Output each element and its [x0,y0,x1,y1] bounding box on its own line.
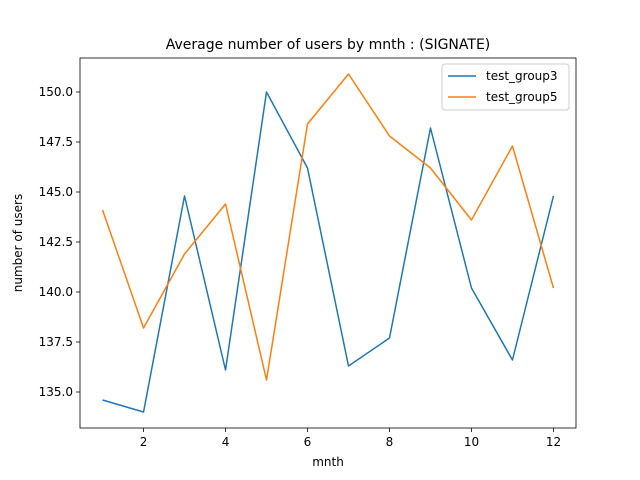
y-axis-label: number of users [11,194,25,292]
plot-area [80,58,576,428]
legend: test_group3 test_group5 [441,63,570,111]
y-tick-label: 145.0 [39,185,73,199]
x-tick-label: 6 [304,435,312,449]
x-axis-ticks: 2 4 6 8 10 12 [140,428,561,449]
series-layer [101,73,555,413]
y-tick-label: 140.0 [39,285,73,299]
x-tick-label: 4 [222,435,230,449]
y-tick-label: 137.5 [39,335,73,349]
y-tick-label: 142.5 [39,235,73,249]
series-line-test-group3 [102,91,555,413]
x-tick-label: 12 [546,435,561,449]
y-axis-ticks: 135.0 137.5 140.0 142.5 145.0 147.5 150.0 [39,85,80,399]
y-tick-label: 135.0 [39,385,73,399]
x-tick-label: 10 [464,435,479,449]
x-tick-label: 8 [386,435,394,449]
chart-title: Average number of users by mnth : (SIGNA… [166,37,491,53]
x-tick-label: 2 [140,435,148,449]
x-axis-label: mnth [312,455,344,469]
y-tick-label: 150.0 [39,85,73,99]
legend-label-test-group3: test_group3 [486,69,558,83]
legend-label-test-group5: test_group5 [486,90,558,104]
plot-frame [79,57,577,429]
series-line-test-group5 [101,73,555,381]
y-tick-label: 147.5 [39,135,73,149]
